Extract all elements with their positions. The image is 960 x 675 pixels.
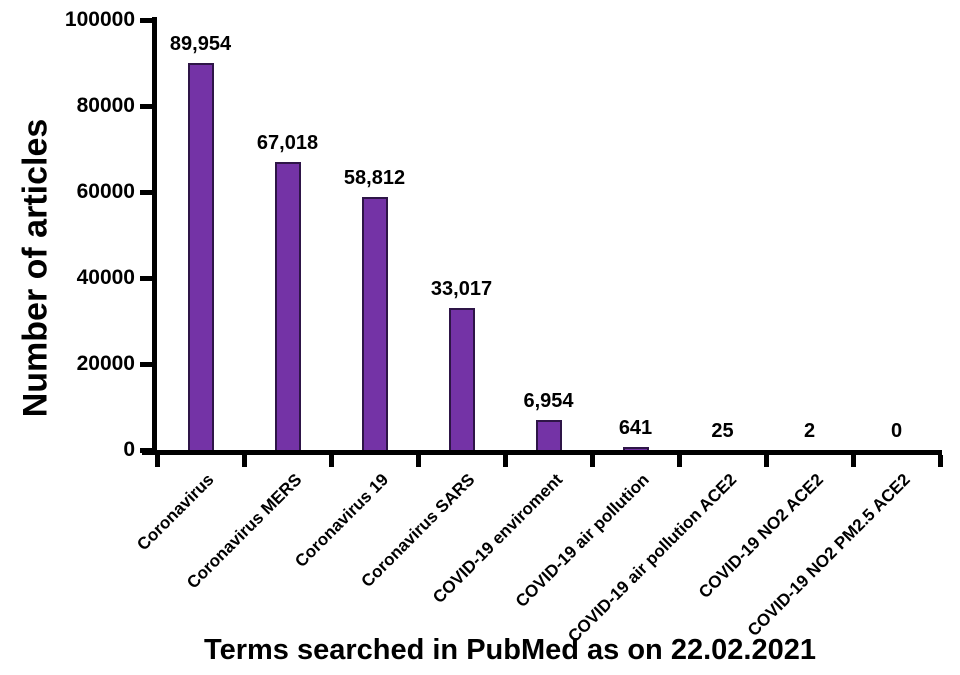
y-tick-mark [140,103,152,109]
x-category-label: Coronavirus [133,470,218,555]
y-tick-mark [140,447,152,453]
x-tick-mark [589,455,595,467]
y-tick-label: 80000 [76,94,135,117]
x-tick-mark [937,455,943,467]
x-tick-mark [850,455,856,467]
x-tick-mark [415,455,421,467]
y-tick-mark [140,189,152,195]
bar-value-label: 33,017 [430,278,493,301]
y-axis-title: Number of articles [16,118,55,418]
bar-value-label: 89,954 [169,33,232,56]
bar-value-label: 0 [890,420,903,442]
bar-value-label: 6,954 [523,390,574,413]
bar [187,63,214,450]
x-tick-mark [154,455,160,467]
x-axis-title: Terms searched in PubMed as on 22.02.202… [204,634,816,666]
bar [361,197,388,450]
y-tick-label: 60000 [76,180,135,203]
y-tick-label: 0 [123,438,135,461]
y-tick-label: 100000 [64,8,135,31]
y-tick-mark [140,275,152,281]
x-tick-mark [763,455,769,467]
x-tick-mark [241,455,247,467]
x-tick-mark [328,455,334,467]
bar-value-label: 641 [618,417,653,440]
y-tick-label: 20000 [76,352,135,375]
bar-value-label: 25 [711,419,734,442]
y-tick-mark [140,361,152,367]
bar [622,447,649,450]
x-category-label: COVID-19 NO2 PM2.5 ACE2 [743,470,914,640]
y-tick-mark [140,17,152,23]
bar [448,308,475,450]
x-tick-mark [676,455,682,467]
y-tick-label: 40000 [76,266,135,289]
x-axis-line [142,450,942,455]
y-axis-line [152,17,157,455]
bar [535,420,562,450]
x-tick-mark [502,455,508,467]
plot-area: 0 20000 40000 60000 80000 100000 89,954 Coronav… [65,8,943,646]
bar-value-label: 58,812 [343,167,406,190]
bar-value-label: 2 [803,420,816,442]
bar [274,162,301,450]
x-category-label: COVID-19 air pollution ACE2 [563,470,740,646]
bar-value-label: 67,018 [256,131,319,154]
